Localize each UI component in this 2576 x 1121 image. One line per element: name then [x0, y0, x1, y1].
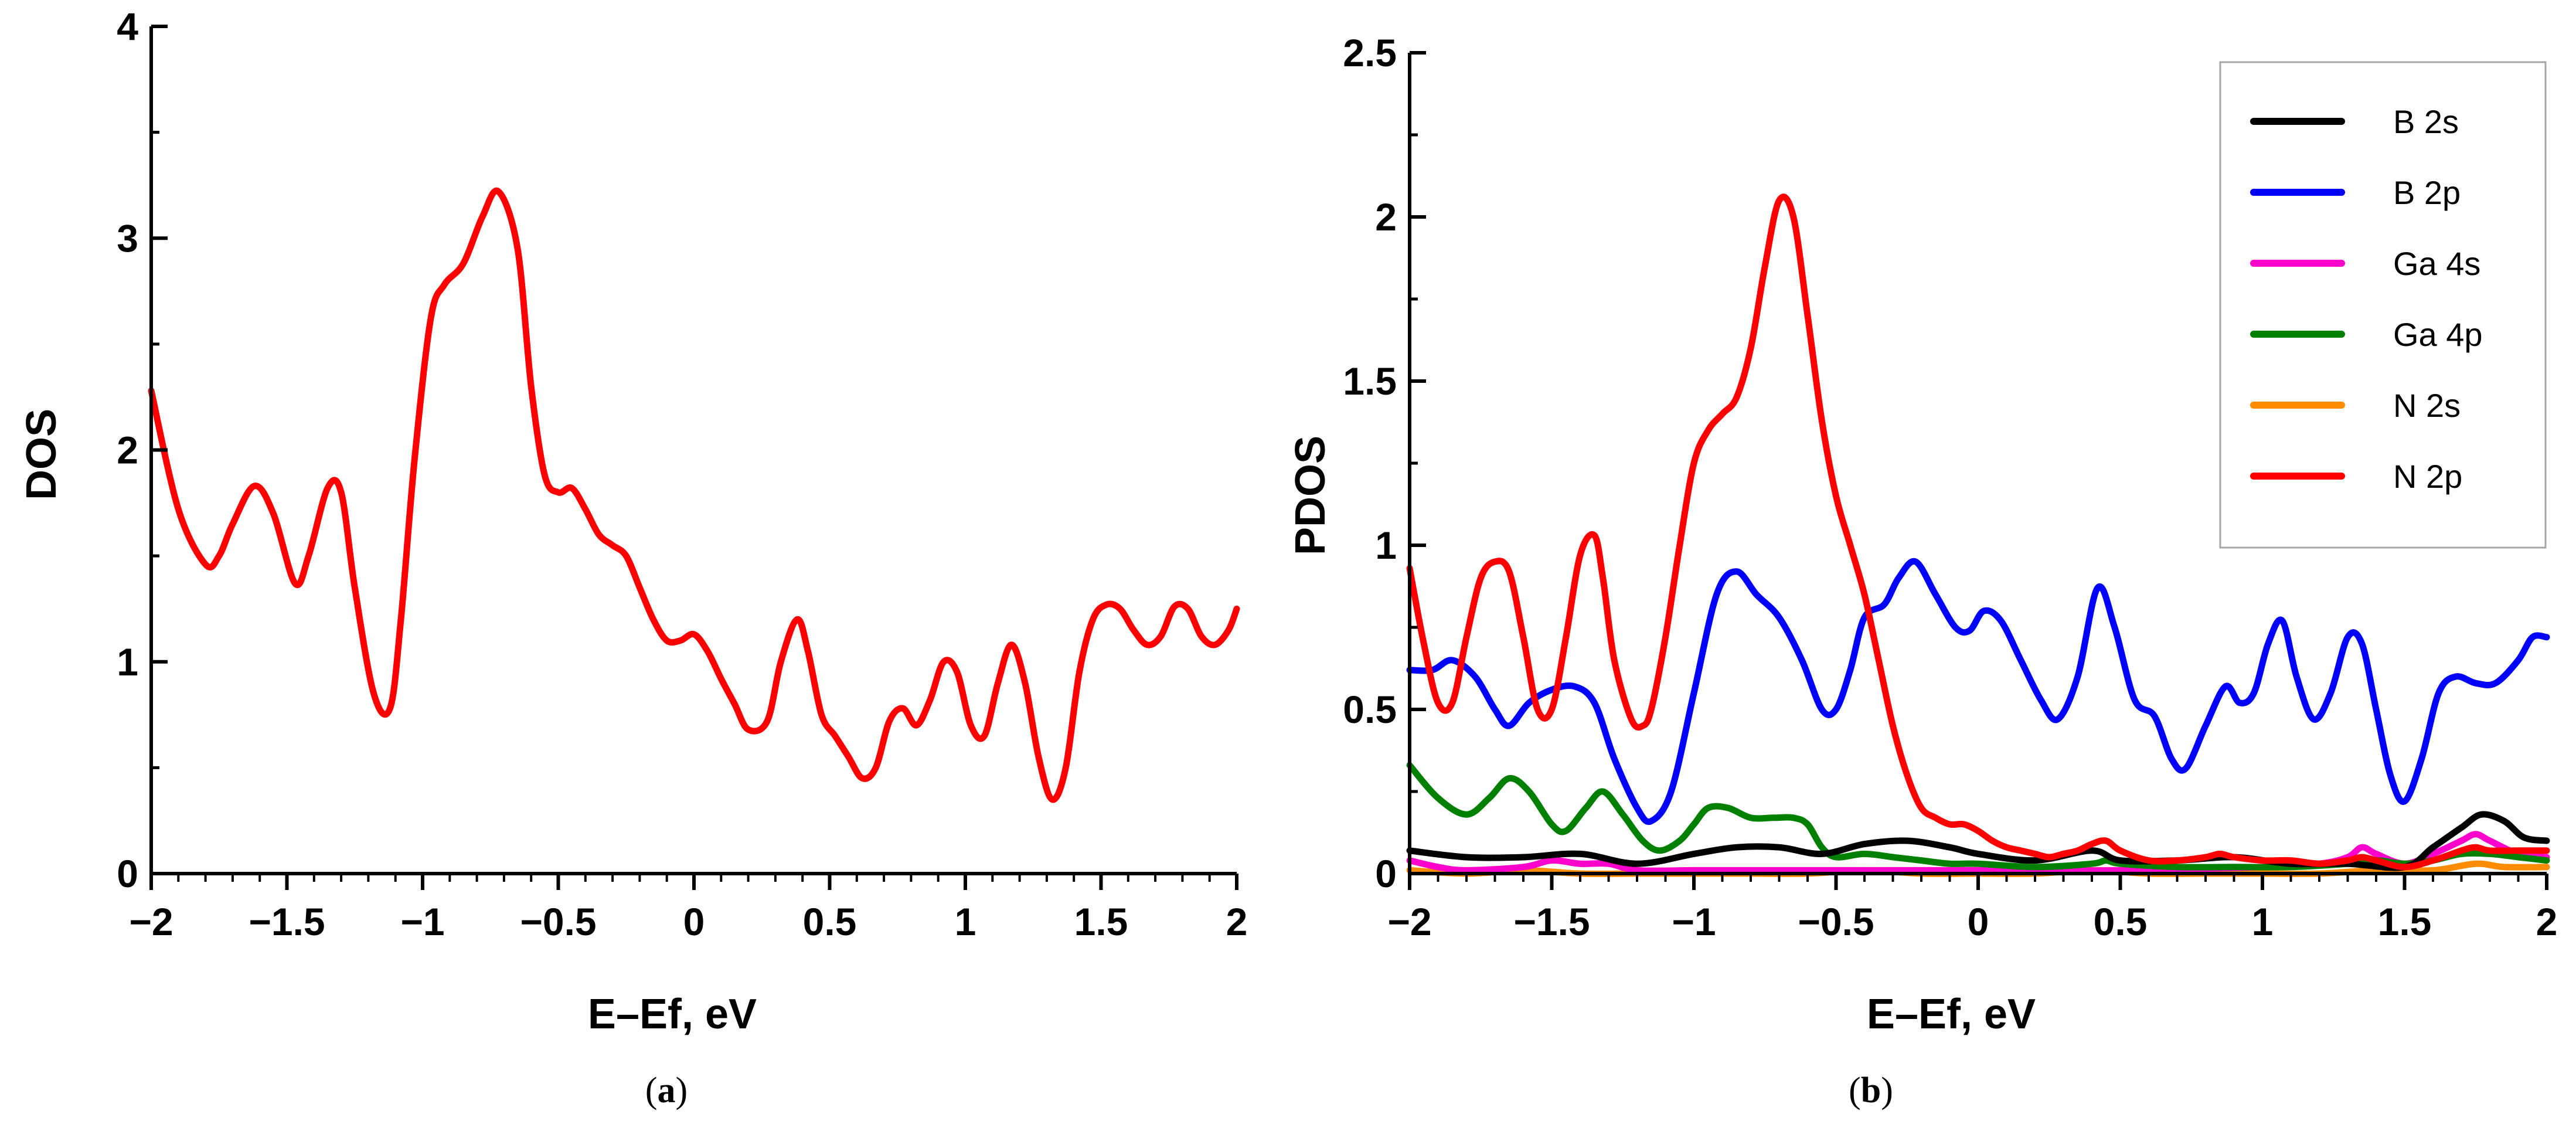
panel-a-y-tick-label: 4 [117, 5, 138, 48]
panel-b-plot-area: 0 0.5 1 1.5 2 2.5 −2 −1.5 −1 −0.5 0 0.5 1 1.5 2 [1343, 31, 2557, 943]
legend-label-b-2s: B 2s [2393, 103, 2459, 140]
panel-b-x-tick-label: −1 [1672, 900, 1716, 943]
panel-a-x-tick-label: 1.5 [1074, 900, 1128, 943]
panel-b-legend: B 2s B 2p Ga 4s Ga 4p N 2s N 2p [2219, 61, 2547, 549]
panel-b-y-tick-label: 0 [1375, 852, 1397, 895]
panel-a-x-tick-label: 1 [955, 900, 976, 943]
panel-a-x-tick-label: 0 [683, 900, 705, 943]
panel-b-y-tick-label: 1.5 [1343, 359, 1397, 403]
panel-a-plot-area: 0 1 2 3 4 −2 −1.5 −1 −0.5 0 0.5 1 1.5 2 [117, 5, 1247, 943]
panel-b-y-tick-label: 1 [1375, 524, 1397, 567]
panel-a-y-tick-label: 2 [117, 429, 138, 472]
panel-b-x-tick-label: −1.5 [1513, 900, 1590, 943]
panel-a-caption: (a) [645, 1071, 688, 1110]
panel-b-xlabel: E–Ef, eV [1867, 991, 2036, 1038]
panel-b-ylabel: PDOS [1287, 436, 1334, 555]
legend-label-b-2p: B 2p [2393, 174, 2461, 211]
panel-b-x-tick-label: 2 [2536, 900, 2558, 943]
panel-b-y-tick-label: 0.5 [1343, 688, 1397, 731]
panel-b-caption: (b) [1849, 1071, 1893, 1110]
panel-b-x-tick-label: 0.5 [2094, 900, 2148, 943]
panel-a-ylabel: DOS [18, 409, 65, 500]
panel-b-x-tick-label: −2 [1387, 900, 1431, 943]
panel-b-series-b-2s [1406, 811, 2550, 871]
legend-label-n-2s: N 2s [2393, 387, 2461, 424]
panel-b-series-ga-4s [1406, 831, 2550, 874]
panel-a-x-tick-label: −1 [400, 900, 444, 943]
panel-b-pdos-chart: 0 0.5 1 1.5 2 2.5 −2 −1.5 −1 −0.5 0 0.5 1 1.5 2 PDOS E… [1287, 31, 2557, 1110]
panel-a-y-tick-label: 0 [117, 852, 138, 895]
legend-label-ga-4p: Ga 4p [2393, 316, 2483, 353]
panel-a-x-tick-label: 2 [1226, 900, 1248, 943]
panel-b-series-n-2p [1406, 193, 2550, 871]
panel-a-y-tick-label: 3 [117, 216, 138, 260]
legend-label-n-2p: N 2p [2393, 458, 2462, 495]
panel-a-y-tick-label: 1 [117, 640, 138, 684]
panel-a-x-tick-label: −1.5 [249, 900, 325, 943]
panel-a-xlabel: E–Ef, eV [588, 991, 757, 1038]
panel-b-x-tick-label: 1.5 [2378, 900, 2432, 943]
panel-b-x-tick-label: 0 [1968, 900, 1989, 943]
panel-a-series-dos [148, 187, 1240, 803]
panel-b-series-b-2p [1406, 558, 2550, 826]
panel-b-x-tick-label: −0.5 [1798, 900, 1874, 943]
panel-b-x-tick-label: 1 [2252, 900, 2274, 943]
legend-label-ga-4s: Ga 4s [2393, 245, 2480, 282]
panel-b-y-tick-label: 2 [1375, 195, 1397, 239]
panel-b-y-tick-label: 2.5 [1343, 31, 1397, 74]
panel-a-x-tick-label: −2 [129, 900, 173, 943]
legend-box [2219, 61, 2547, 549]
panel-a-x-tick-label: 0.5 [803, 900, 857, 943]
panel-a-x-tick-label: −0.5 [520, 900, 596, 943]
